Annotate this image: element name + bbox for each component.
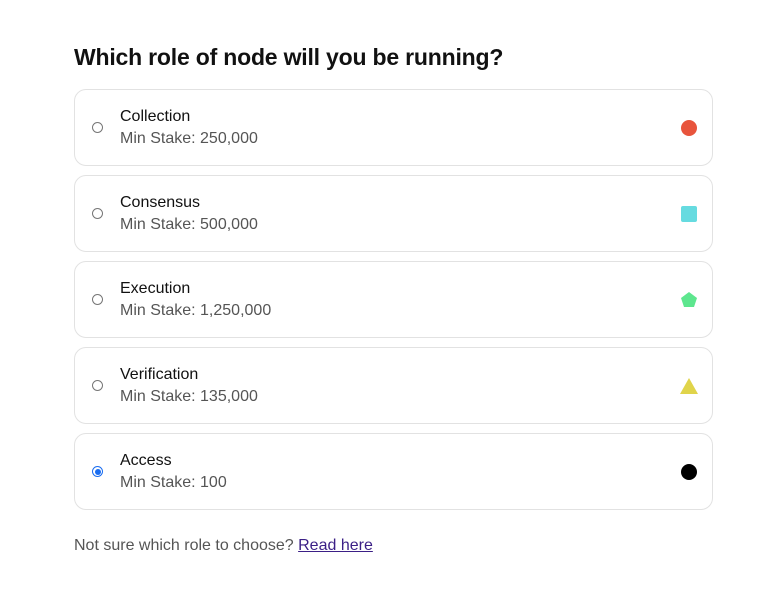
help-text: Not sure which role to choose? Read here xyxy=(74,537,373,555)
role-name: Execution xyxy=(120,280,191,297)
role-min-stake: Min Stake: 135,000 xyxy=(120,388,258,405)
role-name: Consensus xyxy=(120,194,201,211)
role-name: Collection xyxy=(120,108,191,125)
square-icon xyxy=(681,206,697,222)
role-min-stake: Min Stake: 500,000 xyxy=(120,216,258,233)
page-title: Which role of node will you be running? xyxy=(74,44,504,70)
role-min-stake: Min Stake: 100 xyxy=(120,474,227,491)
circle-icon xyxy=(681,120,697,136)
help-text-label: Not sure which role to choose? xyxy=(74,537,294,554)
role-option-verification[interactable]: Verification Min Stake: 135,000 xyxy=(74,347,713,424)
circle-icon xyxy=(681,464,697,480)
pentagon-icon xyxy=(681,292,697,307)
role-radio[interactable] xyxy=(92,122,103,133)
role-name: Access xyxy=(120,452,172,469)
read-here-link[interactable]: Read here xyxy=(298,537,373,554)
role-radio[interactable] xyxy=(92,208,103,219)
role-option-collection[interactable]: Collection Min Stake: 250,000 xyxy=(74,89,713,166)
role-radio[interactable] xyxy=(92,466,103,477)
triangle-icon xyxy=(680,378,698,394)
role-option-consensus[interactable]: Consensus Min Stake: 500,000 xyxy=(74,175,713,252)
role-radio[interactable] xyxy=(92,294,103,305)
role-option-execution[interactable]: Execution Min Stake: 1,250,000 xyxy=(74,261,713,338)
role-option-access[interactable]: Access Min Stake: 100 xyxy=(74,433,713,510)
role-min-stake: Min Stake: 1,250,000 xyxy=(120,302,272,319)
role-radio[interactable] xyxy=(92,380,103,391)
role-min-stake: Min Stake: 250,000 xyxy=(120,130,258,147)
role-name: Verification xyxy=(120,366,199,383)
